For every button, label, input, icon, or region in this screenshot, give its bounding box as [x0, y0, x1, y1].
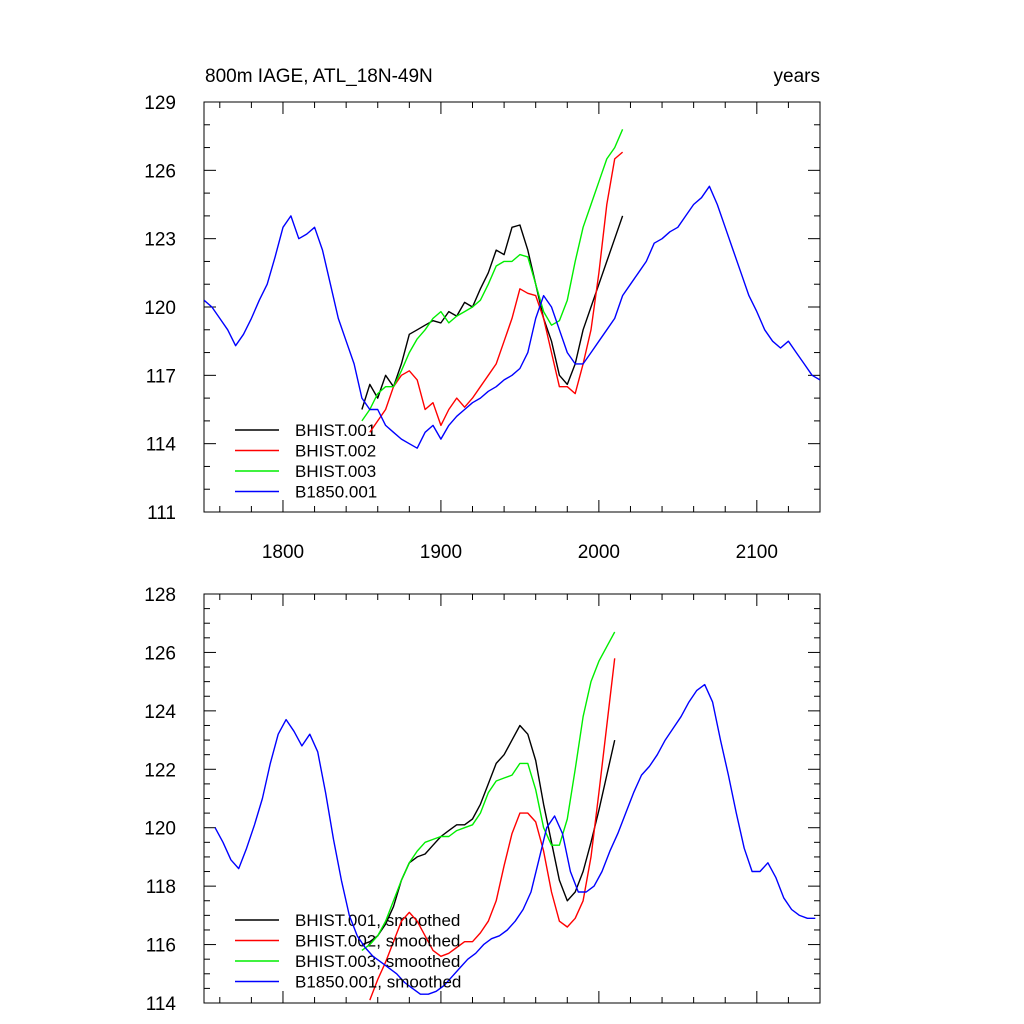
- y-tick-label: 123: [144, 230, 176, 251]
- y-tick-label: 120: [144, 298, 176, 319]
- legend-label: BHIST.002, smoothed: [295, 932, 460, 951]
- y-tick-label: 116: [146, 936, 176, 957]
- y-tick-label: 122: [144, 760, 176, 781]
- x-tick-label: 2000: [578, 542, 620, 563]
- legend-label: BHIST.001: [295, 421, 376, 440]
- x-tick-label: 1800: [262, 542, 304, 563]
- units-label: years: [774, 66, 820, 87]
- y-tick-label: 117: [146, 366, 176, 387]
- y-tick-label: 114: [146, 435, 177, 456]
- y-tick-label: 128: [144, 585, 176, 606]
- y-tick-label: 126: [144, 643, 176, 664]
- series-line-b1850-001: [204, 185, 820, 449]
- y-tick-label: 129: [144, 93, 176, 114]
- series-line-bhist-003: [361, 129, 624, 422]
- y-tick-label: 120: [144, 819, 176, 840]
- legend-label: B1850.001, smoothed: [295, 973, 461, 992]
- legend-label: BHIST.003, smoothed: [295, 952, 460, 971]
- y-tick-label: 111: [147, 503, 176, 524]
- panel-bottom: 114 116 118 120 122 124 126 128 BHIST.001, smoot…: [144, 585, 821, 1015]
- series-line-bhist-001: [361, 215, 624, 410]
- legend-label: BHIST.001, smoothed: [295, 911, 460, 930]
- series-line-bhist-002: [369, 658, 616, 1001]
- legend-label: B1850.001: [295, 483, 377, 502]
- x-tick-label: 2100: [736, 542, 778, 563]
- chart-title: 800m IAGE, ATL_18N-49N: [205, 66, 433, 87]
- y-tick-label: 114: [146, 994, 177, 1015]
- legend-label: BHIST.003: [295, 462, 376, 481]
- y-tick-label: 126: [144, 161, 176, 182]
- y-tick-label: 124: [144, 702, 176, 723]
- legend-label: BHIST.002: [295, 442, 376, 461]
- y-tick-label: 118: [146, 877, 176, 898]
- x-tick-label: 1900: [420, 542, 462, 563]
- series-line-bhist-002: [369, 151, 624, 433]
- series-line-b1850-001: [214, 683, 816, 995]
- panel-top: 800m IAGE, ATL_18N-49N years 1800 1900 200…: [144, 66, 821, 563]
- series-line-bhist-003: [361, 631, 616, 951]
